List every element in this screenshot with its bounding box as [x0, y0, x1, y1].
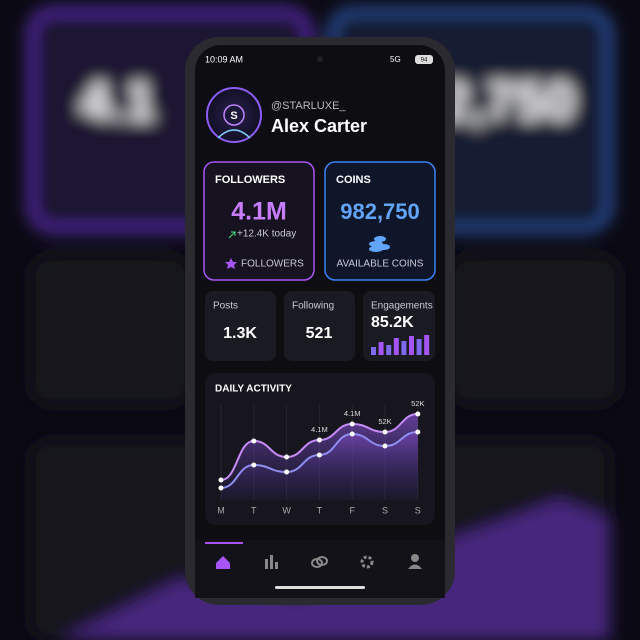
series-area	[221, 432, 418, 500]
activity-title: DAILY ACTIVITY	[215, 384, 292, 395]
profile-handle: @STARLUXE_	[271, 100, 346, 112]
x-tick-label: T	[251, 505, 257, 515]
card-footer: FOLLOWERS	[241, 259, 304, 270]
x-tick-label: S	[415, 505, 421, 515]
blurred-background: 4.1 2,750	[28, 8, 620, 640]
status-network: 5G	[390, 55, 401, 64]
engagement-bar	[416, 339, 422, 355]
engagement-bar	[409, 336, 414, 355]
svg-text:4.1: 4.1	[80, 71, 155, 131]
engagement-bar	[386, 345, 392, 355]
data-point	[284, 469, 290, 475]
card-value: 982,750	[340, 199, 420, 224]
nav-active-indicator	[205, 542, 243, 544]
camera	[317, 56, 323, 62]
data-point	[284, 454, 290, 460]
data-point	[316, 437, 322, 443]
stat-card[interactable]	[205, 291, 276, 361]
status-battery: 94	[421, 58, 428, 64]
nav-profile[interactable]	[408, 554, 422, 569]
status-time: 10:09 AM	[205, 54, 243, 64]
stat-label: Posts	[213, 301, 238, 312]
battery-icon	[415, 55, 433, 64]
coins-icon	[369, 236, 390, 252]
engagement-bar	[378, 342, 384, 355]
stat-value: 1.3K	[223, 325, 257, 342]
nav-stats[interactable]	[265, 555, 278, 569]
data-point	[251, 438, 257, 444]
nav-settings[interactable]	[360, 555, 374, 569]
card-change: +12.4K today	[237, 229, 296, 240]
svg-text:2,750: 2,750	[440, 71, 575, 131]
data-point	[349, 421, 355, 427]
stat-label: Engagements	[371, 301, 433, 312]
x-tick-label: F	[349, 505, 355, 515]
avatar-initial: S	[230, 110, 237, 122]
engagement-bar	[371, 347, 376, 355]
x-tick-label: M	[217, 505, 225, 515]
engagement-bar	[424, 335, 430, 355]
data-label: 4.1M	[344, 409, 361, 418]
card-value: 4.1M	[231, 198, 287, 226]
coins-card[interactable]	[324, 161, 436, 281]
data-point	[415, 429, 421, 435]
followers-card[interactable]	[203, 161, 315, 281]
x-tick-label: S	[382, 505, 388, 515]
card-title: FOLLOWERS	[215, 174, 285, 186]
data-point	[349, 431, 355, 437]
avatar-body	[217, 129, 251, 139]
avatar-head	[223, 104, 245, 126]
nav-home[interactable]	[216, 556, 230, 569]
data-label: 4.1M	[311, 425, 328, 434]
nav-coins[interactable]	[311, 556, 328, 568]
up-arrow	[228, 231, 236, 239]
profile-name: Alex Carter	[271, 116, 367, 136]
x-tick-label: W	[282, 505, 291, 515]
card-footer: AVAILABLE COINS	[337, 259, 424, 270]
data-point	[316, 452, 322, 458]
star-icon	[225, 258, 237, 269]
stat-value: 85.2K	[371, 314, 414, 331]
stat-card[interactable]	[284, 291, 355, 361]
data-label: 52K	[378, 417, 391, 426]
data-point	[382, 429, 388, 435]
stat-label: Following	[292, 301, 334, 312]
stat-value: 521	[306, 325, 333, 342]
data-point	[251, 462, 257, 468]
data-point	[218, 477, 224, 483]
activity-chart: M T W T F S S 4.1M 4.1M 52K 52K	[217, 399, 424, 515]
data-point	[382, 443, 388, 449]
card-title: COINS	[336, 174, 371, 186]
x-tick-label: T	[317, 505, 323, 515]
data-label: 52K	[411, 399, 424, 408]
engagement-bar	[401, 341, 407, 355]
engagement-bar	[393, 338, 399, 355]
nav-bar	[195, 540, 445, 598]
home-indicator	[275, 586, 365, 589]
data-point	[218, 485, 224, 491]
data-point	[415, 411, 421, 417]
